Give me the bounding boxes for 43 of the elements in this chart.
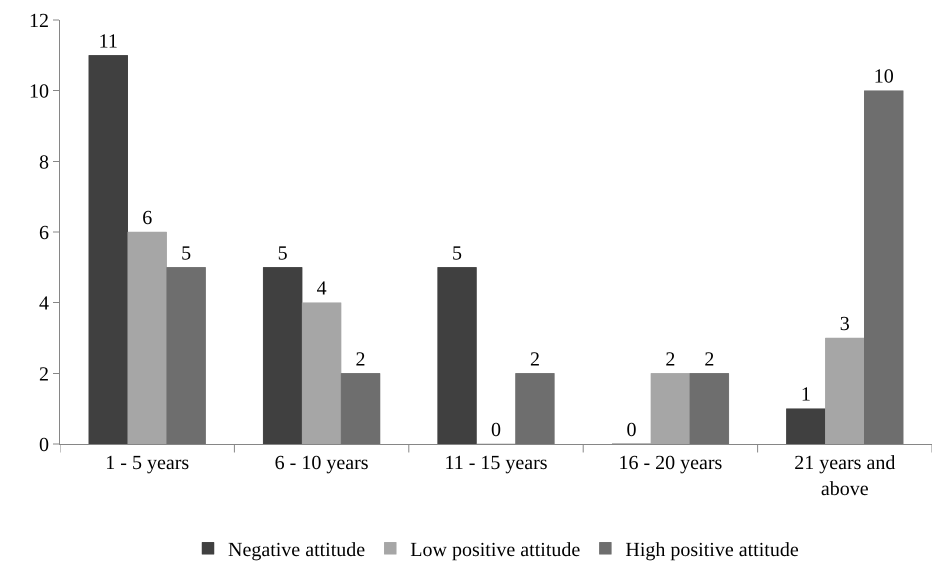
bar	[650, 373, 690, 444]
data-label: 2	[665, 348, 676, 370]
y-tick-label: 12	[29, 10, 49, 32]
bar	[340, 373, 380, 444]
y-tick-label: 8	[39, 151, 49, 174]
data-label: 5	[452, 242, 462, 264]
data-label: 0	[491, 419, 501, 441]
x-tick-label: 16 - 20 years	[618, 452, 723, 474]
bar	[690, 373, 730, 444]
data-label: 0	[626, 419, 636, 441]
data-label: 2	[530, 348, 540, 370]
x-tick-label: 1 - 5 years	[105, 452, 190, 474]
bar	[786, 408, 826, 444]
bar	[127, 232, 167, 444]
bar	[88, 55, 128, 444]
bar	[437, 267, 477, 444]
data-label: 2	[356, 348, 366, 370]
y-tick-label: 4	[39, 292, 49, 315]
legend-label: Low positive attitude	[410, 539, 580, 562]
bar	[864, 90, 904, 444]
data-label: 5	[181, 242, 192, 264]
y-tick-label: 0	[39, 434, 49, 456]
bar	[825, 338, 865, 444]
legend-label: High positive attitude	[625, 539, 799, 562]
data-label: 10	[874, 66, 894, 88]
data-label: 3	[840, 313, 850, 335]
data-label: 1	[800, 384, 811, 406]
x-tick-label: 6 - 10 years	[274, 452, 369, 474]
legend-label: Negative attitude	[228, 539, 366, 562]
y-tick-label: 6	[39, 222, 49, 244]
bar	[166, 267, 206, 444]
x-tick-label: 11 - 15 years	[444, 452, 548, 474]
bar	[515, 373, 555, 444]
data-label: 4	[316, 278, 327, 300]
y-tick-label: 2	[39, 363, 49, 386]
data-label: 5	[278, 242, 288, 264]
bar	[302, 302, 342, 444]
data-label: 11	[98, 30, 118, 52]
x-tick-label: 21 years and above	[794, 452, 896, 500]
bar	[262, 267, 302, 444]
data-label: 2	[704, 348, 714, 370]
y-tick-label: 10	[29, 80, 49, 103]
data-label: 6	[142, 207, 152, 229]
